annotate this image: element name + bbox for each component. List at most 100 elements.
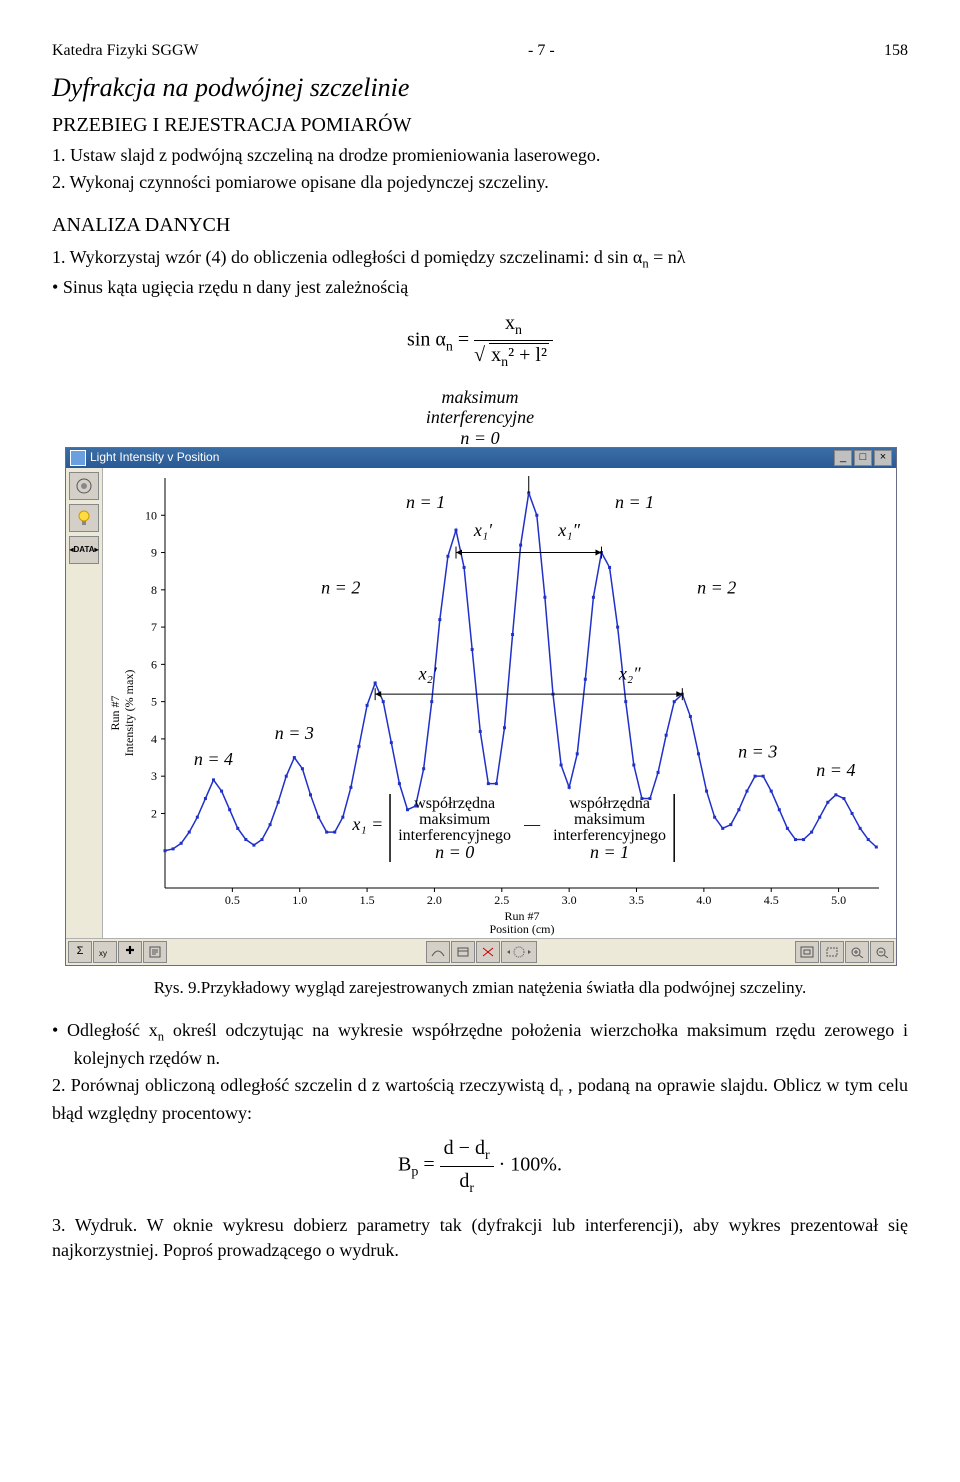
bp-eq: = (423, 1154, 439, 1176)
svg-text:2: 2 (151, 806, 157, 820)
bb-xy-button[interactable]: xy (93, 941, 117, 963)
sidebar-data-button[interactable]: ◂DATA▸ (69, 536, 99, 564)
svg-text:współrzędna: współrzędna (569, 795, 650, 812)
svg-text:n = 0: n = 0 (435, 842, 474, 862)
analysis-heading: ANALIZA DANYCH (52, 211, 908, 239)
chart-window: Light Intensity v Position _ □ × ◂DATA▸ … (65, 447, 897, 966)
section-title: Dyfrakcja na podwójnej szczelinie (52, 70, 908, 106)
svg-text:n = 4: n = 4 (194, 749, 233, 769)
bullet-sin: Sinus kąta ugięcia rzędu n dany jest zal… (52, 275, 908, 300)
formula-bp: Bp = d − dr dr · 100%. (52, 1134, 908, 1198)
svg-text:x₁ =: x₁ = (351, 814, 383, 834)
sidebar-bulb-icon[interactable] (69, 504, 99, 532)
figure-caption: Rys. 9.Przykładowy wygląd zarejestrowany… (65, 976, 895, 1000)
svg-text:xy: xy (99, 949, 107, 958)
fs-sqrt: √ (474, 344, 485, 366)
page-header: Katedra Fizyki SGGW - 7 - 158 (52, 40, 908, 62)
bb-zoomarea-button[interactable] (820, 941, 844, 963)
window-title: Light Intensity v Position (90, 449, 219, 466)
svg-text:Run #7: Run #7 (504, 909, 539, 923)
svg-text:x₁′: x₁′ (473, 520, 493, 540)
svg-text:3: 3 (151, 769, 157, 783)
close-button[interactable]: × (874, 450, 892, 466)
hdr-right: 158 (884, 40, 908, 62)
window-sidebar: ◂DATA▸ (66, 468, 103, 938)
bp-num: d − d (444, 1137, 485, 1159)
bp-ls: p (411, 1165, 418, 1180)
fs-den2: ² + l² (508, 344, 547, 366)
step-3: 3. Wydruk. W oknie wykresu dobierz param… (52, 1213, 908, 1263)
bb-zoomout-button[interactable] (870, 941, 894, 963)
svg-text:Position (cm): Position (cm) (490, 922, 555, 936)
svg-text:3.0: 3.0 (562, 893, 577, 907)
svg-text:2.0: 2.0 (427, 893, 442, 907)
svg-text:3.5: 3.5 (629, 893, 644, 907)
step-2: 2. Porównaj obliczoną odległość szczelin… (52, 1073, 908, 1126)
svg-text:Intensity (% max): Intensity (% max) (122, 669, 136, 756)
window-titlebar: Light Intensity v Position _ □ × (66, 448, 896, 468)
svg-text:n = 1: n = 1 (615, 492, 654, 512)
bp-post: · 100%. (499, 1154, 562, 1176)
formula-sin: sin αn = xn √xn² + l² (52, 309, 908, 373)
bb-note-button[interactable] (143, 941, 167, 963)
sidebar-sensor-icon[interactable] (69, 472, 99, 500)
svg-text:2.5: 2.5 (494, 893, 509, 907)
bb-scroll-button[interactable] (501, 941, 537, 963)
maximize-button[interactable]: □ (854, 450, 872, 466)
svg-text:8: 8 (151, 583, 157, 597)
bb-curve-button[interactable] (426, 941, 450, 963)
svg-text:10: 10 (145, 508, 157, 522)
step-b1-post: = nλ (649, 247, 686, 267)
window-bottombar: Σ xy ✚ (66, 938, 896, 965)
minimize-button[interactable]: _ (834, 450, 852, 466)
top-annotation: maksimum interferencyjne n = 0 (65, 387, 895, 449)
svg-text:5.0: 5.0 (831, 893, 846, 907)
svg-text:7: 7 (151, 620, 157, 634)
step-b1-formula: d sin α (594, 247, 642, 267)
bb-zoomfit-button[interactable] (795, 941, 819, 963)
bb-cross2-button[interactable] (476, 941, 500, 963)
svg-text:n = 3: n = 3 (738, 741, 777, 761)
bb-zoomin-button[interactable] (845, 941, 869, 963)
svg-text:n = 2: n = 2 (321, 577, 360, 597)
svg-text:n = 1: n = 1 (406, 492, 445, 512)
step-b1: 1. Wykorzystaj wzór (4) do obliczenia od… (52, 245, 908, 273)
svg-text:n = 4: n = 4 (816, 760, 855, 780)
bb-cross-button[interactable]: ✚ (118, 941, 142, 963)
bp-l: B (398, 1154, 411, 1176)
b2x: x (149, 1020, 158, 1040)
ta-3: n = 0 (460, 428, 499, 448)
svg-text:4.5: 4.5 (764, 893, 779, 907)
svg-text:x₁″: x₁″ (557, 520, 580, 540)
fs-num: x (505, 312, 515, 334)
hdr-center: - 7 - (528, 40, 555, 62)
bb-sigma-button[interactable]: Σ (68, 941, 92, 963)
svg-text:—: — (523, 814, 541, 834)
svg-text:n = 1: n = 1 (590, 842, 629, 862)
svg-text:n = 3: n = 3 (275, 723, 314, 743)
svg-text:maksimum: maksimum (574, 811, 646, 828)
svg-text:5: 5 (151, 694, 157, 708)
svg-text:4: 4 (151, 732, 157, 746)
svg-text:x₂′: x₂′ (418, 663, 438, 683)
svg-text:x₂″: x₂″ (618, 663, 641, 683)
bb-cal-button[interactable] (451, 941, 475, 963)
sidebar-data-label: DATA (73, 544, 94, 555)
svg-text:współrzędna: współrzędna (414, 795, 495, 812)
svg-text:Run #7: Run #7 (108, 695, 122, 730)
svg-text:6: 6 (151, 657, 157, 671)
svg-text:n = 2: n = 2 (697, 577, 736, 597)
svg-text:0.5: 0.5 (225, 893, 240, 907)
fs-eq: = (458, 328, 474, 350)
b2b: określ odczytując na wykresie współrzędn… (74, 1020, 908, 1068)
fs-nsub: n (515, 323, 522, 338)
bp-ns: r (485, 1148, 490, 1163)
plot-area[interactable]: 23456789100.51.01.52.02.53.03.54.04.55.0… (103, 468, 896, 938)
step-a2: 2. Wykonaj czynności pomiarowe opisane d… (52, 170, 908, 195)
svg-text:maksimum: maksimum (419, 811, 491, 828)
b2a: Odległość (67, 1020, 149, 1040)
step-b1-text: 1. Wykorzystaj wzór (4) do obliczenia od… (52, 247, 594, 267)
s2dr: d (550, 1075, 559, 1095)
fs-left: sin α (407, 328, 446, 350)
ta-1: maksimum (442, 387, 519, 407)
